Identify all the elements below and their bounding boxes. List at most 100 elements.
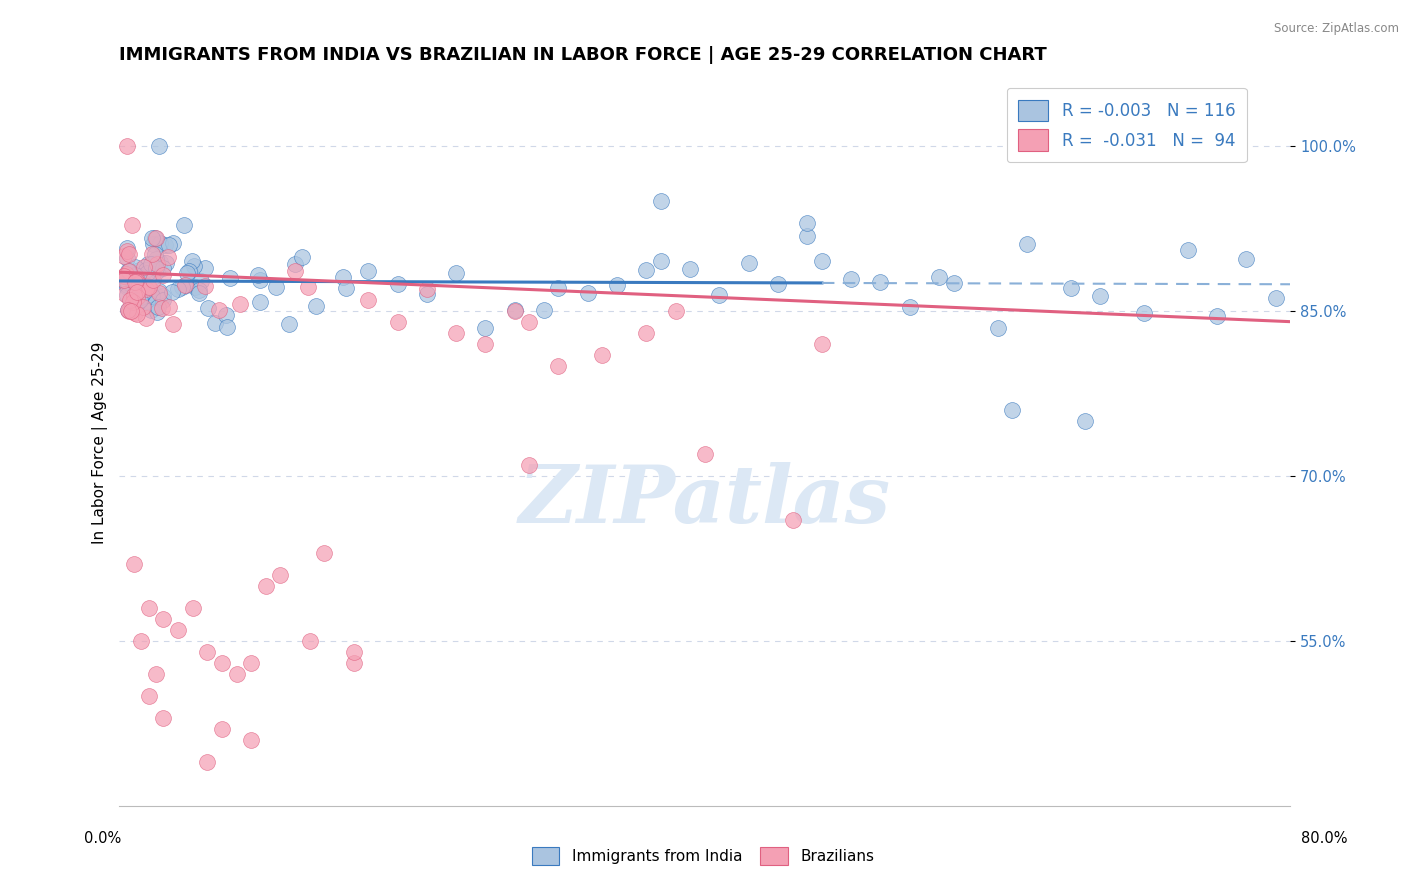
Point — [141, 288, 163, 302]
Point — [187, 285, 209, 300]
Point — [264, 280, 287, 294]
Point — [314, 546, 336, 560]
Point — [179, 264, 201, 278]
Point — [942, 276, 965, 290]
Point — [124, 260, 146, 274]
Point — [135, 263, 157, 277]
Point — [141, 246, 163, 260]
Point — [240, 656, 263, 670]
Point — [1074, 414, 1097, 428]
Point — [148, 285, 170, 300]
Point — [141, 230, 163, 244]
Point — [211, 722, 233, 736]
Point — [197, 301, 219, 316]
Point — [143, 287, 166, 301]
Point — [157, 250, 180, 264]
Point — [606, 278, 628, 293]
Point — [204, 316, 226, 330]
Point — [247, 268, 270, 283]
Point — [132, 300, 155, 314]
Legend: Immigrants from India, Brazilians: Immigrants from India, Brazilians — [526, 841, 880, 871]
Point — [145, 666, 167, 681]
Point — [766, 277, 789, 292]
Point — [517, 315, 540, 329]
Point — [120, 303, 142, 318]
Point — [148, 138, 170, 153]
Point — [898, 300, 921, 314]
Point — [474, 321, 496, 335]
Point — [167, 623, 190, 637]
Point — [115, 242, 138, 256]
Point — [124, 287, 146, 301]
Point — [269, 567, 291, 582]
Point — [115, 287, 138, 301]
Point — [152, 289, 174, 303]
Point — [709, 288, 731, 302]
Point — [118, 264, 141, 278]
Point — [122, 557, 145, 571]
Point — [115, 269, 138, 284]
Point — [503, 303, 526, 318]
Point — [254, 579, 277, 593]
Point — [796, 216, 818, 230]
Point — [240, 732, 263, 747]
Point — [357, 293, 380, 307]
Point — [187, 283, 209, 297]
Point — [125, 273, 148, 287]
Point — [146, 264, 169, 278]
Point — [174, 278, 197, 293]
Point — [474, 336, 496, 351]
Point — [112, 273, 135, 287]
Point — [1264, 292, 1286, 306]
Point — [387, 315, 409, 329]
Point — [115, 278, 138, 293]
Point — [115, 275, 138, 289]
Point — [112, 269, 135, 284]
Point — [115, 251, 138, 265]
Point — [138, 689, 160, 703]
Point — [127, 265, 149, 279]
Point — [782, 513, 804, 527]
Text: 80.0%: 80.0% — [1301, 831, 1348, 846]
Point — [139, 302, 162, 317]
Point — [176, 266, 198, 280]
Point — [183, 259, 205, 273]
Point — [112, 249, 135, 263]
Point — [180, 254, 202, 268]
Point — [136, 279, 159, 293]
Point — [357, 263, 380, 277]
Point — [145, 252, 167, 266]
Point — [152, 711, 174, 725]
Point — [547, 359, 569, 373]
Point — [121, 218, 143, 232]
Legend: R = -0.003   N = 116, R =  -0.031   N =  94: R = -0.003 N = 116, R = -0.031 N = 94 — [1007, 88, 1247, 162]
Point — [129, 282, 152, 296]
Point — [152, 612, 174, 626]
Point — [174, 277, 197, 292]
Point — [503, 303, 526, 318]
Point — [195, 645, 218, 659]
Point — [125, 285, 148, 300]
Point — [153, 238, 176, 252]
Point — [152, 293, 174, 308]
Point — [304, 299, 326, 313]
Point — [131, 286, 153, 301]
Point — [208, 302, 231, 317]
Point — [139, 257, 162, 271]
Point — [157, 238, 180, 252]
Point — [517, 458, 540, 472]
Text: 0.0%: 0.0% — [84, 831, 121, 846]
Point — [533, 302, 555, 317]
Point — [124, 268, 146, 282]
Point — [291, 250, 314, 264]
Point — [128, 262, 150, 277]
Point — [118, 303, 141, 318]
Point — [342, 656, 364, 670]
Point — [1220, 138, 1243, 153]
Point — [122, 277, 145, 292]
Point — [124, 275, 146, 289]
Point — [225, 666, 247, 681]
Point — [342, 645, 364, 659]
Point — [125, 290, 148, 304]
Point — [1234, 252, 1257, 267]
